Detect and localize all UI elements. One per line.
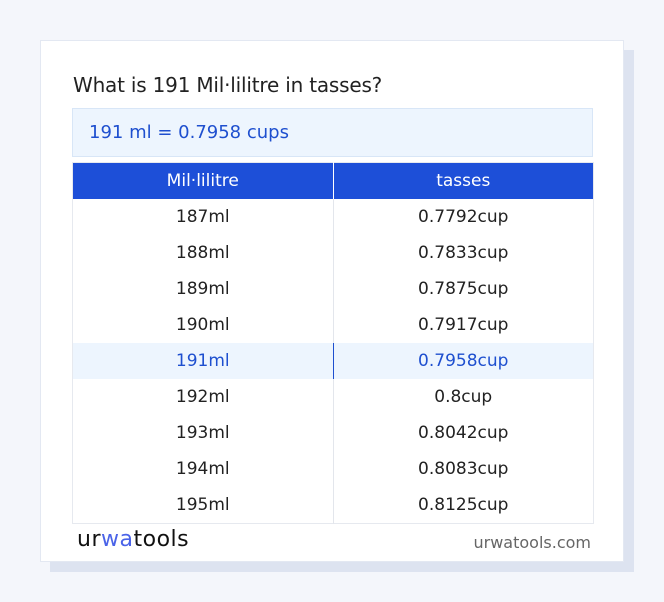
logo-text: ls — [170, 527, 190, 552]
logo-text: ur — [77, 527, 101, 552]
tasses-cell: 0.8cup — [434, 387, 493, 407]
urwatools-logo[interactable]: urwatools — [77, 527, 189, 552]
table-header: Mil·lilitre tasses — [72, 162, 594, 199]
millilitre-cell: 188ml — [72, 235, 334, 271]
table-row: 189ml 0.7875cup — [72, 271, 594, 307]
tasses-cell: 0.7875cup — [418, 279, 509, 299]
tasses-cell: 0.8042cup — [418, 423, 509, 443]
logo-text: too — [133, 527, 171, 552]
millilitre-cell: 193ml — [72, 415, 334, 451]
site-link[interactable]: urwatools.com — [473, 533, 592, 552]
table-row: 194ml 0.8083cup — [72, 451, 594, 487]
table-row: 195ml 0.8125cup — [72, 487, 594, 524]
table-row: 188ml 0.7833cup — [72, 235, 594, 271]
header-millilitre: Mil·lilitre — [72, 162, 334, 199]
millilitre-cell: 192ml — [72, 379, 334, 415]
millilitre-cell: 194ml — [72, 451, 334, 487]
page-title: What is 191 Mil·lilitre in tasses? — [73, 73, 383, 97]
conversion-table: Mil·lilitre tasses 187ml 0.7792cup 188ml 0.… — [72, 162, 594, 524]
logo-text: wa — [101, 527, 134, 552]
converter-card: What is 191 Mil·lilitre in tasses? 191 m… — [40, 40, 624, 562]
tasses-cell: 0.7958cup — [333, 343, 594, 379]
tasses-cell: 0.7833cup — [418, 243, 509, 263]
tasses-cell: 0.7917cup — [418, 315, 509, 335]
table-row: 193ml 0.8042cup — [72, 415, 594, 451]
table-row: 187ml 0.7792cup — [72, 199, 594, 235]
table-row: 190ml 0.7917cup — [72, 307, 594, 343]
millilitre-cell: 195ml — [72, 487, 334, 524]
tasses-cell: 0.7792cup — [418, 207, 509, 227]
millilitre-cell: 187ml — [72, 199, 334, 235]
millilitre-cell: 191ml — [72, 343, 334, 379]
tasses-cell: 0.8083cup — [418, 459, 509, 479]
tasses-cell: 0.8125cup — [418, 495, 509, 515]
header-tasses: tasses — [333, 162, 594, 199]
result-box: 191 ml = 0.7958 cups — [72, 108, 593, 157]
table-row: 191ml 0.7958cup — [72, 343, 594, 379]
table-row: 192ml 0.8cup — [72, 379, 594, 415]
millilitre-cell: 190ml — [72, 307, 334, 343]
millilitre-cell: 189ml — [72, 271, 334, 307]
